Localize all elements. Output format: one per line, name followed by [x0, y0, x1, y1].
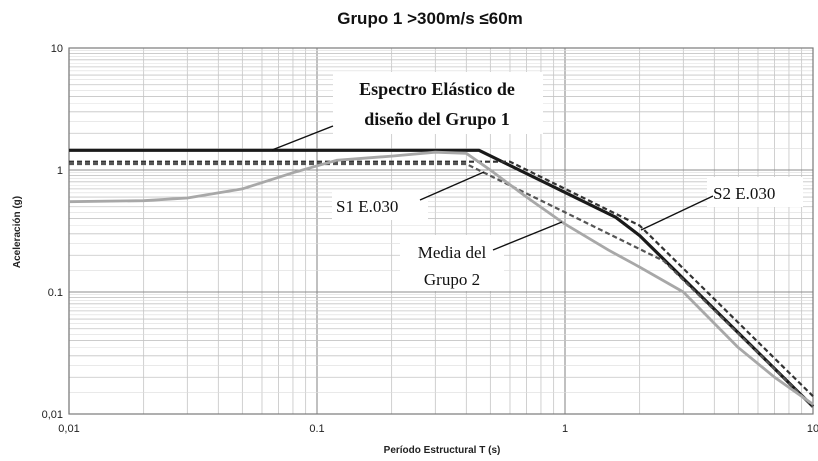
series-group	[68, 148, 815, 408]
x-tick-label: 10	[807, 423, 818, 435]
ann-espectro-1: Espectro Elástico de	[359, 79, 515, 99]
x-tick-label: 0,01	[58, 423, 79, 435]
axes: 0,01 0.1 1 10 0,01 0.1 1 10	[42, 43, 818, 435]
series-line-2	[69, 162, 814, 408]
label-box	[332, 190, 428, 220]
label-box	[707, 177, 803, 207]
y-axis-label: Aceleración (g)	[12, 196, 23, 268]
leader-line	[271, 125, 334, 151]
x-axis-label: Período Estructural T (s)	[384, 445, 501, 456]
label-box	[333, 72, 543, 134]
series-line-1	[69, 148, 815, 408]
leader-line	[492, 221, 563, 251]
x-tick-label: 1	[562, 423, 568, 435]
ann-s1: S1 E.030	[336, 197, 398, 216]
chart-title: Grupo 1 >300m/s ≤60m	[337, 9, 523, 28]
ann-espectro-2: diseño del Grupo 1	[364, 109, 510, 129]
series-line-3	[69, 160, 814, 397]
annotations: Espectro Elástico de diseño del Grupo 1 S1…	[271, 72, 803, 291]
ann-s2: S2 E.030	[713, 184, 775, 203]
label-box	[400, 235, 504, 291]
ann-media-2: Grupo 2	[424, 270, 480, 289]
leader-line	[640, 195, 714, 231]
y-tick-label: 0.1	[48, 287, 63, 299]
y-tick-label: 1	[57, 165, 63, 177]
y-tick-label: 0,01	[42, 409, 63, 421]
x-tick-label: 0.1	[309, 423, 324, 435]
ann-media-1: Media del	[418, 243, 487, 262]
leader-line	[419, 171, 485, 201]
y-tick-label: 10	[51, 43, 63, 55]
plot-border	[68, 47, 814, 415]
series-line-4	[68, 150, 814, 406]
